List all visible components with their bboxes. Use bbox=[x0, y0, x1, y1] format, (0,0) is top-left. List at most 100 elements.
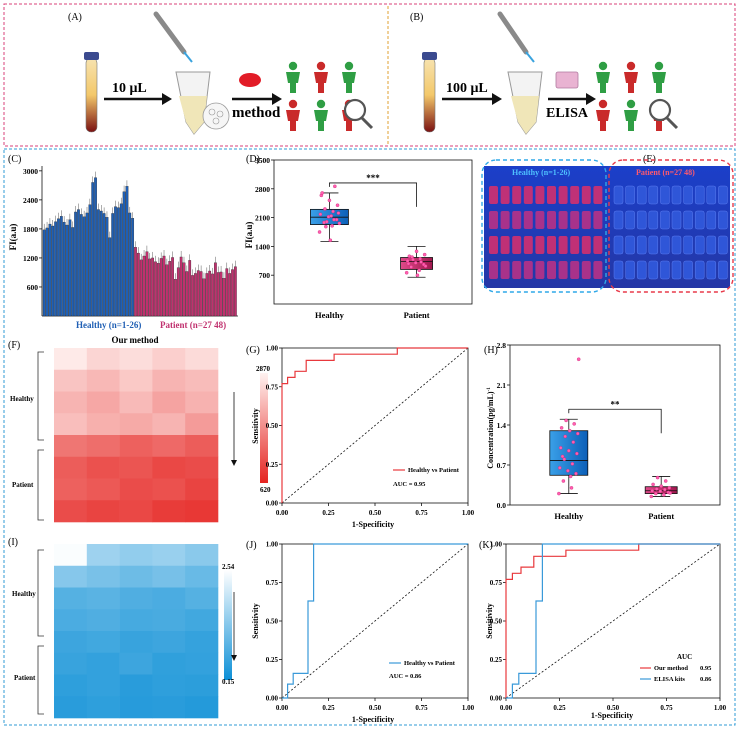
panel-f-cell bbox=[54, 478, 88, 501]
panel-h-point bbox=[649, 494, 654, 499]
panel-f-cell bbox=[152, 413, 186, 436]
panel-c-bar-patient bbox=[214, 262, 217, 317]
method-a: method bbox=[232, 105, 281, 121]
panel-c-bar-healthy bbox=[108, 237, 112, 317]
arrow-a2-head bbox=[272, 93, 282, 105]
well-healthy bbox=[523, 261, 533, 279]
panel-c-bar-patient bbox=[156, 263, 160, 317]
panel-c-bar-healthy bbox=[42, 229, 46, 317]
panel-g-ytick-label: 0.00 bbox=[266, 500, 279, 508]
panel-d-point bbox=[324, 219, 329, 224]
panel-i-cell bbox=[152, 544, 186, 567]
panel-h-point bbox=[659, 484, 663, 488]
well-healthy bbox=[558, 261, 568, 279]
panel-e-patient-label: Patient (n=27 48) bbox=[636, 168, 695, 177]
panel-k-xtick-label: 0.50 bbox=[607, 704, 620, 712]
panel-c-bar-healthy bbox=[122, 191, 126, 317]
well-patient bbox=[648, 210, 659, 230]
panel-i-cell bbox=[119, 652, 153, 675]
panel-g-plot: 0.000.00 0.25 0.25 0.50 0.50 0.75 0.75 1.00 1.00 bbox=[266, 345, 475, 518]
well-healthy bbox=[489, 186, 498, 204]
panel-f-cell bbox=[185, 348, 219, 371]
panel-i-cell bbox=[185, 587, 219, 610]
panel-c-bar-patient bbox=[139, 259, 143, 317]
panel-c-bar-healthy bbox=[65, 224, 69, 317]
panel-i-healthy: Healthy bbox=[12, 590, 36, 598]
panel-e-wells bbox=[489, 185, 728, 280]
panel-c-ytick-label: 1200 bbox=[23, 254, 38, 263]
well-healthy bbox=[523, 186, 533, 204]
panel-k-plot: 0.000.00 0.25 0.25 0.50 0.50 0.75 0.75 1.00 1.00 bbox=[490, 541, 727, 713]
panel-k-xtick-label: 1.00 bbox=[714, 704, 727, 712]
panel-c-bar-healthy bbox=[99, 210, 103, 317]
panel-d-point bbox=[423, 264, 428, 268]
panel-j-ytick-label: 0.25 bbox=[266, 656, 279, 664]
panel-d-point bbox=[318, 212, 323, 217]
well-healthy bbox=[500, 236, 510, 254]
panel-c-bar-patient bbox=[142, 255, 146, 317]
panel-i-cell bbox=[86, 674, 120, 697]
panel-f-cell bbox=[152, 500, 186, 523]
well-healthy bbox=[593, 261, 603, 279]
well-patient bbox=[694, 235, 705, 255]
panel-f-cell bbox=[54, 435, 88, 458]
well-healthy bbox=[570, 261, 580, 279]
panel-f-cell bbox=[185, 391, 219, 414]
well-patient bbox=[706, 210, 717, 230]
panel-c-bar-patient bbox=[165, 264, 169, 317]
panel-f-cell bbox=[185, 456, 219, 479]
well-healthy bbox=[500, 211, 510, 229]
panel-f-cell bbox=[86, 348, 120, 371]
panel-f-colorbar: 2870 620 bbox=[231, 365, 271, 494]
panel-d-ytick-label: 1400 bbox=[255, 242, 270, 251]
panel-g-ytick-label: 0.75 bbox=[266, 383, 279, 391]
panel-i-colorbar: 2.54 0.15 bbox=[222, 563, 237, 686]
well-healthy bbox=[570, 186, 580, 204]
panel-j-xtick-label: 0.00 bbox=[276, 704, 289, 712]
panel-h-point bbox=[576, 357, 581, 362]
panel-j-diagonal bbox=[281, 543, 469, 699]
panel-h-point bbox=[655, 475, 660, 480]
panel-i-cell bbox=[119, 587, 153, 610]
panel-c-bar-patient bbox=[191, 275, 194, 317]
panel-c-bar-healthy bbox=[105, 217, 109, 317]
panel-c-ytick-label: 2400 bbox=[23, 196, 38, 205]
panel-f-cell bbox=[86, 500, 120, 523]
person-b-3-body bbox=[596, 110, 610, 131]
panel-c-bar-patient bbox=[225, 268, 229, 317]
panel-h-point bbox=[570, 462, 575, 466]
well-healthy bbox=[489, 261, 498, 279]
well-patient bbox=[683, 185, 693, 205]
panel-j-ylabel: Sensitivity bbox=[251, 603, 260, 639]
panel-c-bar-patient bbox=[176, 267, 180, 317]
well-healthy bbox=[535, 186, 545, 204]
person-b-0-body bbox=[596, 72, 610, 93]
panel-h-ytick-label: 2.1 bbox=[497, 381, 507, 390]
panel-h-point bbox=[562, 457, 567, 462]
panel-f-cell bbox=[185, 435, 219, 458]
well-healthy bbox=[558, 211, 568, 229]
panel-h-point bbox=[667, 486, 672, 490]
panel-h-point bbox=[569, 486, 574, 490]
well-patient bbox=[625, 235, 635, 255]
panel-f-cell bbox=[152, 456, 186, 479]
panel-j-ytick-label: 0.75 bbox=[266, 579, 279, 587]
person-a-1-body bbox=[314, 72, 328, 93]
panel-d-point bbox=[331, 209, 335, 214]
panel-h-box-healthy bbox=[549, 430, 589, 476]
panel-c-bar-healthy bbox=[68, 219, 72, 317]
well-patient bbox=[694, 185, 705, 205]
panel-c-bar-healthy bbox=[114, 206, 117, 317]
panel-i-cell bbox=[86, 609, 120, 632]
panel-d-point bbox=[337, 221, 342, 226]
pipette-icon bbox=[153, 11, 193, 63]
panel-j-legend: Healthy vs Patient bbox=[404, 660, 456, 667]
panel-h-ylabel: Concentration(pg/mL)-1 bbox=[486, 387, 495, 469]
panel-c-bar-patient bbox=[154, 261, 157, 317]
panel-i-cell bbox=[86, 544, 120, 567]
panel-d-point bbox=[406, 261, 411, 266]
panel-f-cell bbox=[152, 478, 186, 501]
panel-i-cell bbox=[185, 631, 219, 654]
panel-c-ytick-label: 600 bbox=[27, 283, 39, 292]
